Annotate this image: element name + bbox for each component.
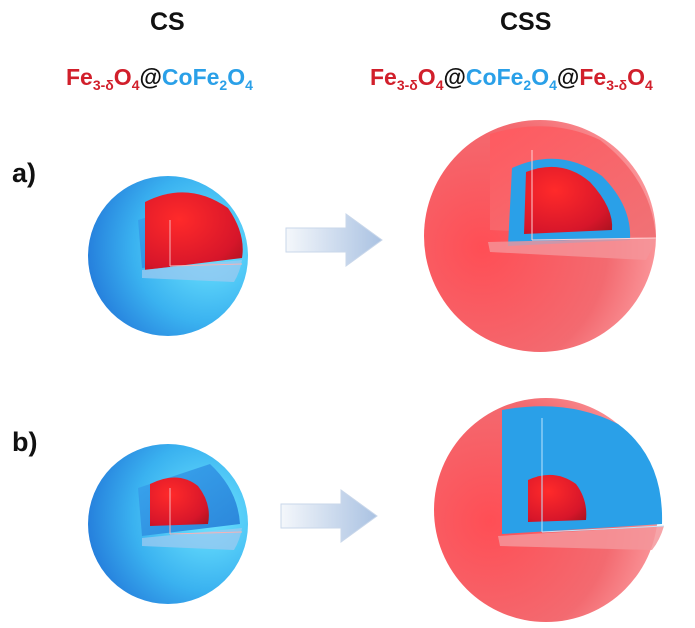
formula-segment: O <box>417 64 436 90</box>
formula-segment: CoFe <box>465 64 524 90</box>
particle-cs-a <box>88 176 248 336</box>
row-label-b: b) <box>12 427 38 457</box>
formula-segment: O <box>531 64 550 90</box>
formula-segment: Fe <box>66 64 93 90</box>
formula-segment: 3-δ <box>396 77 418 93</box>
formula-segment: O <box>113 64 132 90</box>
formula-segment: Fe <box>370 64 397 90</box>
particle-cs-b <box>88 444 248 604</box>
formula-segment: @ <box>139 64 162 90</box>
header-cs: CS <box>150 8 185 36</box>
formula-segment: O <box>227 64 246 90</box>
formula-segment: Fe <box>579 64 607 90</box>
cut-edge <box>498 526 664 550</box>
particle-css-b <box>434 398 665 622</box>
formula-cs: Fe3-δO4@CoFe2O4 <box>66 64 253 93</box>
formula-segment: 4 <box>549 77 557 93</box>
core-fe3o4 <box>524 166 613 234</box>
formula-segment: 4 <box>435 77 444 93</box>
arrow-b <box>280 489 378 543</box>
axis-line <box>531 237 657 241</box>
formula-segment: 4 <box>245 77 253 93</box>
core-fe3o4 <box>145 192 243 270</box>
formula-segment: 2 <box>219 77 228 93</box>
formula-segment: 2 <box>523 77 532 93</box>
formula-segment: 3-δ <box>92 77 114 93</box>
core-fe3o4 <box>150 477 209 526</box>
formula-css: Fe3-δO4@CoFe2O4@Fe3-δO4 <box>370 64 653 93</box>
cut-edge <box>488 238 656 260</box>
formula-segment: @ <box>556 64 580 90</box>
formula-segment: @ <box>443 64 466 90</box>
axis-line <box>169 263 243 267</box>
formula-segment: O <box>627 64 646 90</box>
formula-segment: 4 <box>645 77 653 93</box>
particle-css-a <box>424 120 657 352</box>
formula-segment: 3-δ <box>606 77 628 93</box>
axis-line <box>169 531 243 535</box>
cut-edge <box>142 528 242 550</box>
formula-segment: CoFe <box>161 64 220 90</box>
core-fe3o4 <box>528 474 587 522</box>
formula-segment: 4 <box>131 77 140 93</box>
row-label-a: a) <box>12 158 37 188</box>
axis-line <box>541 525 665 533</box>
cut-edge <box>142 260 242 282</box>
header-css: CSS <box>500 8 552 36</box>
arrow-a <box>285 213 383 267</box>
